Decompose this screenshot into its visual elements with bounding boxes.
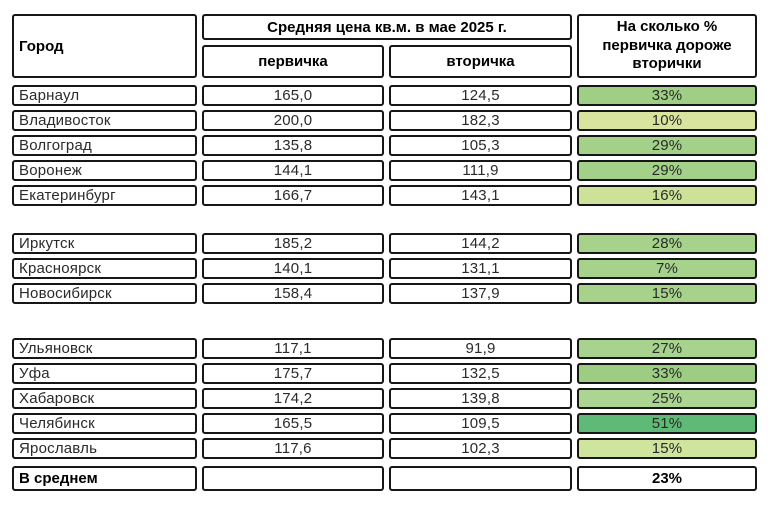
secondary-price-cell: 144,2 xyxy=(389,233,572,254)
secondary-price-cell: 143,1 xyxy=(389,185,572,206)
diff-percent-cell: 16% xyxy=(577,185,757,206)
diff-percent-cell: 7% xyxy=(577,258,757,279)
table-group: Барнаул 165,0 124,5 33% Владивосток 200,0 182,… xyxy=(12,85,757,206)
city-cell: Ярославль xyxy=(12,438,197,459)
secondary-price-cell: 105,3 xyxy=(389,135,572,156)
secondary-price-cell: 182,3 xyxy=(389,110,572,131)
city-cell: Новосибирск xyxy=(12,283,197,304)
header-secondary: вторичка xyxy=(389,45,572,78)
city-cell: Барнаул xyxy=(12,85,197,106)
secondary-price-cell: 139,8 xyxy=(389,388,572,409)
city-cell: Владивосток xyxy=(12,110,197,131)
price-table: Город Средняя цена кв.м. в мае 2025 г. п… xyxy=(12,14,757,491)
diff-percent-cell: 29% xyxy=(577,135,757,156)
secondary-price-cell: 131,1 xyxy=(389,258,572,279)
footer-average-label: В среднем xyxy=(12,466,197,491)
diff-percent-cell: 51% xyxy=(577,413,757,434)
table-body: Барнаул 165,0 124,5 33% Владивосток 200,0 182,… xyxy=(12,85,757,459)
header-diff-percent: На сколько % первичка дороже вторички xyxy=(577,14,757,78)
city-cell: Ульяновск xyxy=(12,338,197,359)
secondary-price-cell: 102,3 xyxy=(389,438,572,459)
city-cell: Екатеринбург xyxy=(12,185,197,206)
table-group: Ульяновск 117,1 91,9 27% Уфа 175,7 132,5 33% Хаб… xyxy=(12,338,757,459)
city-cell: Уфа xyxy=(12,363,197,384)
primary-price-cell: 140,1 xyxy=(202,258,384,279)
secondary-price-cell: 91,9 xyxy=(389,338,572,359)
primary-price-cell: 166,7 xyxy=(202,185,384,206)
primary-price-cell: 158,4 xyxy=(202,283,384,304)
secondary-price-cell: 111,9 xyxy=(389,160,572,181)
diff-percent-cell: 33% xyxy=(577,85,757,106)
primary-price-cell: 185,2 xyxy=(202,233,384,254)
city-cell: Иркутск xyxy=(12,233,197,254)
primary-price-cell: 144,1 xyxy=(202,160,384,181)
diff-percent-cell: 10% xyxy=(577,110,757,131)
table-group: Иркутск 185,2 144,2 28% Красноярск 140,1 131,1… xyxy=(12,233,757,304)
header-city: Город xyxy=(12,14,197,78)
diff-percent-cell: 28% xyxy=(577,233,757,254)
city-cell: Воронеж xyxy=(12,160,197,181)
secondary-price-cell: 137,9 xyxy=(389,283,572,304)
city-cell: Хабаровск xyxy=(12,388,197,409)
primary-price-cell: 175,7 xyxy=(202,363,384,384)
table-header: Город Средняя цена кв.м. в мае 2025 г. п… xyxy=(12,14,757,78)
primary-price-cell: 135,8 xyxy=(202,135,384,156)
city-cell: Челябинск xyxy=(12,413,197,434)
city-cell: Волгоград xyxy=(12,135,197,156)
primary-price-cell: 165,0 xyxy=(202,85,384,106)
diff-percent-cell: 27% xyxy=(577,338,757,359)
footer-diff-value: 23% xyxy=(577,466,757,491)
diff-percent-cell: 15% xyxy=(577,438,757,459)
primary-price-cell: 174,2 xyxy=(202,388,384,409)
diff-percent-cell: 29% xyxy=(577,160,757,181)
secondary-price-cell: 124,5 xyxy=(389,85,572,106)
table-footer-row: В среднем 23% xyxy=(12,466,757,491)
diff-percent-cell: 25% xyxy=(577,388,757,409)
primary-price-cell: 117,6 xyxy=(202,438,384,459)
diff-percent-cell: 33% xyxy=(577,363,757,384)
header-price-group: Средняя цена кв.м. в мае 2025 г. xyxy=(202,14,572,40)
diff-percent-cell: 15% xyxy=(577,283,757,304)
header-primary: первичка xyxy=(202,45,384,78)
secondary-price-cell: 109,5 xyxy=(389,413,572,434)
footer-secondary-cell xyxy=(389,466,572,491)
primary-price-cell: 165,5 xyxy=(202,413,384,434)
primary-price-cell: 200,0 xyxy=(202,110,384,131)
primary-price-cell: 117,1 xyxy=(202,338,384,359)
footer-primary-cell xyxy=(202,466,384,491)
secondary-price-cell: 132,5 xyxy=(389,363,572,384)
city-cell: Красноярск xyxy=(12,258,197,279)
